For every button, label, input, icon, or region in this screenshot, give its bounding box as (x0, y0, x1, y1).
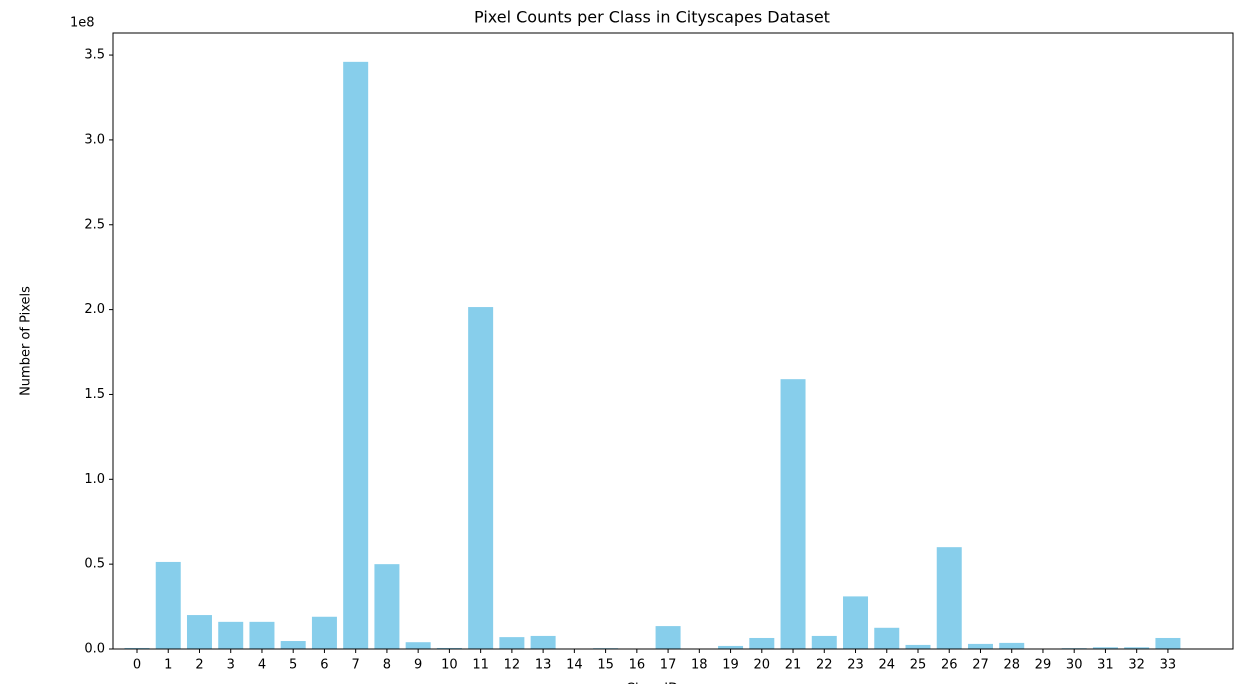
x-tick-label: 11 (472, 658, 489, 673)
bar (499, 637, 525, 649)
x-tick-label: 28 (1003, 658, 1020, 673)
chart-title: Pixel Counts per Class in Cityscapes Dat… (474, 8, 830, 27)
y-axis-label: Number of Pixels (19, 286, 34, 396)
bar (436, 647, 462, 649)
bar (343, 61, 369, 649)
x-tick-label: 1 (164, 658, 172, 673)
x-axis-label: Class ID (626, 682, 678, 684)
x-tick-label: 20 (754, 658, 771, 673)
bar (936, 547, 962, 649)
x-tick-label: 12 (504, 658, 521, 673)
y-tick-label: 2.5 (84, 217, 105, 232)
x-tick-label: 3 (227, 658, 235, 673)
x-tick-label: 17 (660, 658, 677, 673)
y-tick-label: 0.0 (84, 642, 105, 657)
x-tick-label: 7 (352, 658, 360, 673)
bar (468, 307, 494, 649)
bar (874, 627, 900, 649)
x-tick-label: 15 (597, 658, 614, 673)
bar (1092, 647, 1118, 649)
x-tick-label: 29 (1035, 658, 1052, 673)
x-tick-label: 33 (1160, 658, 1177, 673)
x-tick-label: 23 (847, 658, 864, 673)
x-tick-label: 24 (878, 658, 895, 673)
bar (186, 615, 212, 649)
bar (311, 616, 337, 649)
bar (749, 637, 775, 649)
x-tick-label: 4 (258, 658, 266, 673)
bar (655, 626, 681, 649)
x-tick-label: 8 (383, 658, 391, 673)
x-tick-label: 30 (1066, 658, 1083, 673)
bar (124, 647, 150, 649)
bar (843, 596, 869, 649)
bar (1124, 647, 1150, 649)
bar (155, 561, 181, 649)
bar (999, 642, 1025, 649)
bar (967, 643, 993, 649)
bar (530, 635, 556, 649)
bar (811, 635, 837, 649)
y-tick-label: 1.5 (84, 387, 105, 402)
x-tick-label: 16 (629, 658, 646, 673)
x-tick-label: 25 (910, 658, 927, 673)
bar (249, 621, 275, 649)
x-tick-label: 26 (941, 658, 958, 673)
plot-frame (112, 32, 1234, 650)
x-tick-label: 21 (785, 658, 802, 673)
bar (218, 621, 244, 649)
bar (1155, 637, 1181, 649)
x-tick-label: 10 (441, 658, 458, 673)
x-tick-label: 0 (133, 658, 141, 673)
x-tick-label: 9 (414, 658, 422, 673)
y-tick-label: 2.0 (84, 302, 105, 317)
bar (405, 642, 431, 649)
y-tick-label: 0.5 (84, 557, 105, 572)
x-tick-label: 32 (1128, 658, 1145, 673)
bar (718, 645, 744, 649)
x-tick-label: 19 (722, 658, 739, 673)
y-tick-label: 3.5 (84, 48, 105, 63)
x-tick-label: 13 (535, 658, 552, 673)
y-offset-label: 1e8 (70, 16, 95, 31)
x-tick-label: 5 (289, 658, 297, 673)
x-tick-label: 27 (972, 658, 989, 673)
bar (280, 641, 306, 649)
bar (905, 644, 931, 649)
bar (374, 564, 400, 649)
x-tick-label: 18 (691, 658, 708, 673)
y-tick-label: 3.0 (84, 132, 105, 147)
x-tick-label: 22 (816, 658, 833, 673)
x-tick-label: 2 (195, 658, 203, 673)
x-tick-label: 31 (1097, 658, 1114, 673)
bar (780, 379, 806, 649)
x-tick-label: 6 (320, 658, 328, 673)
y-tick-label: 1.0 (84, 472, 105, 487)
x-tick-label: 14 (566, 658, 583, 673)
